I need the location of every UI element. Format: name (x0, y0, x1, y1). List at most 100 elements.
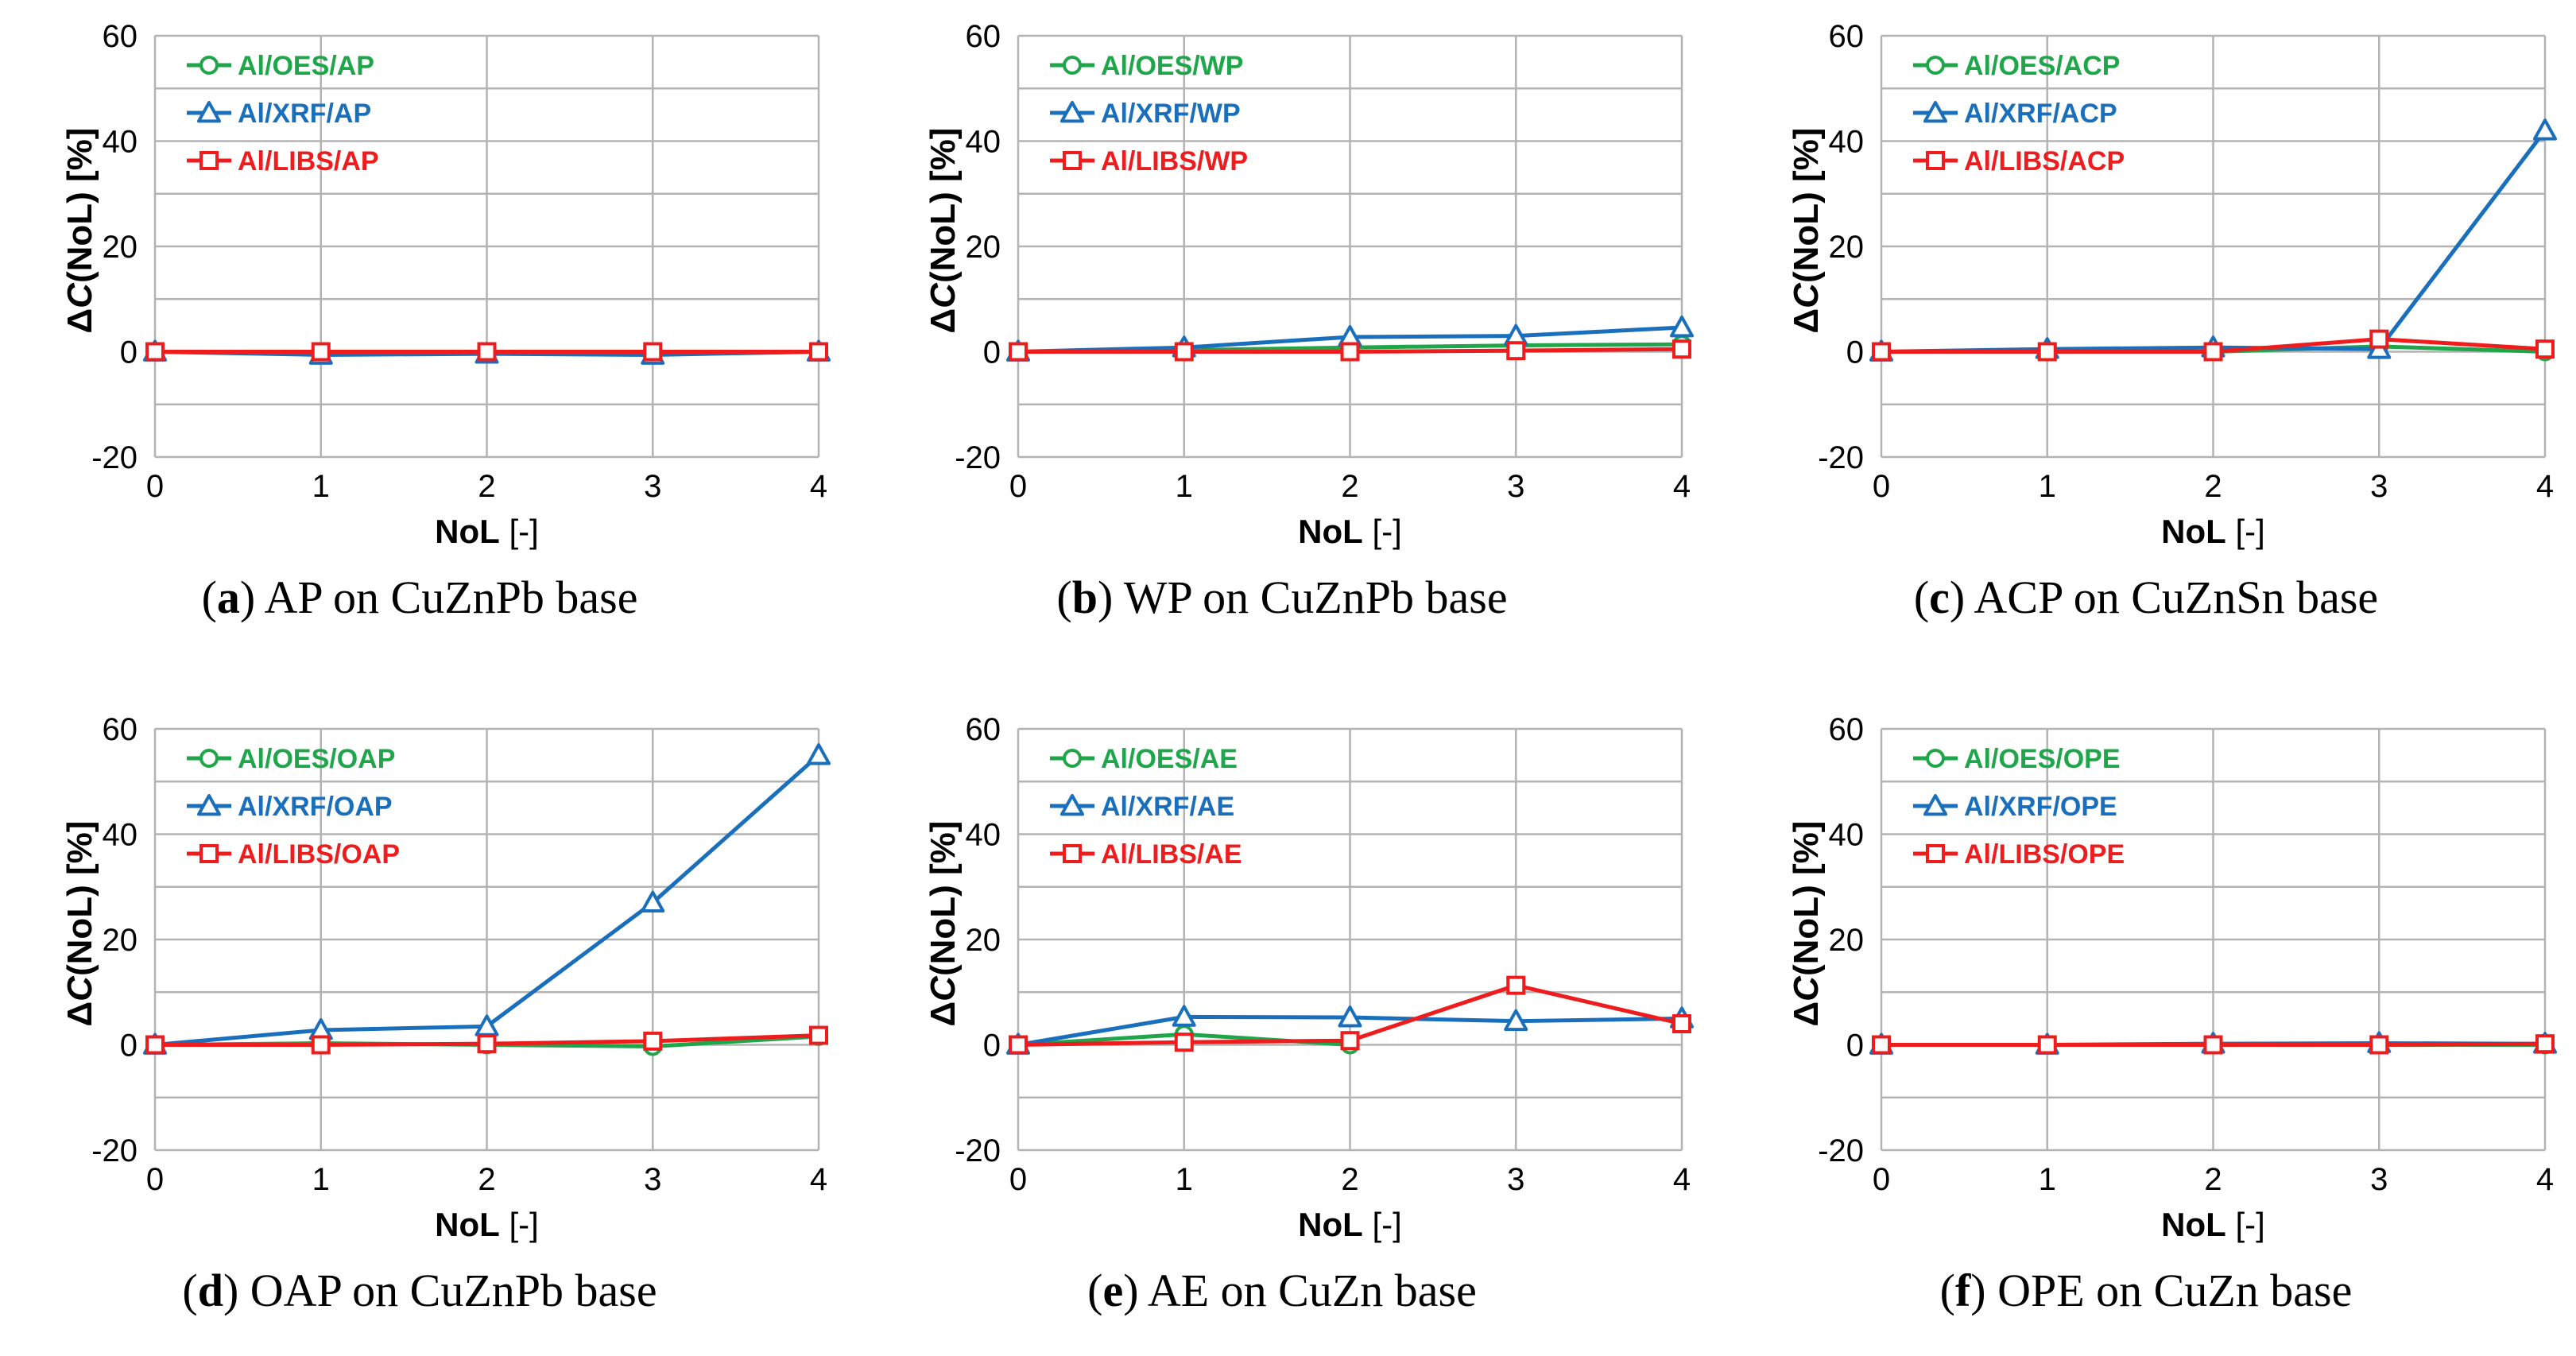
legend-label: Al/XRF/AE (1101, 792, 1234, 822)
y-tick-label: 60 (966, 19, 1001, 54)
data-point (1340, 342, 1360, 362)
y-tick-label: 20 (103, 230, 138, 265)
data-point (1009, 342, 1028, 362)
x-tick-label: 2 (1341, 469, 1358, 504)
gridlines (1017, 727, 1683, 1152)
data-point (807, 743, 831, 765)
chart-panel-f: -20 0 20 40 60 0 1 2 3 4 NoL [-] ΔC(NoL) [%] Al/OES/… (1787, 712, 2557, 1243)
legend: Al/OES/AP Al/XRF/AP Al/LIBS/AP (187, 51, 379, 176)
gridlines (1880, 34, 2547, 459)
data-point (477, 342, 497, 362)
legend-label: Al/OES/OPE (1964, 744, 2121, 774)
x-tick-label: 3 (644, 1162, 661, 1197)
legend-label: Al/OES/OAP (238, 744, 395, 774)
legend-marker (199, 844, 219, 863)
legend-label: Al/LIBS/OPE (1964, 839, 2125, 870)
x-axis-label: NoL [-] (435, 513, 539, 550)
legend: Al/OES/OAP Al/XRF/OAP Al/LIBS/OAP (187, 744, 400, 870)
data-point (1174, 342, 1194, 362)
data-point (2535, 1034, 2555, 1054)
x-tick-label: 2 (1341, 1162, 1358, 1197)
caption-f: (f) OPE on CuZn base (1939, 1265, 2353, 1316)
series-2 (145, 342, 828, 362)
x-tick-label: 3 (2370, 469, 2388, 504)
y-tick-label: -20 (91, 440, 138, 475)
caption-text: AE on CuZn base (1147, 1265, 1477, 1316)
y-tick-label: -20 (1818, 1133, 1864, 1168)
data-point (1670, 316, 1694, 338)
x-axis-label: NoL [-] (1298, 513, 1402, 550)
x-tick-label: 3 (644, 469, 661, 504)
y-axis-label: ΔC(NoL) [%] (924, 128, 963, 334)
caption-letter: e (1102, 1265, 1124, 1316)
legend-label: Al/XRF/OAP (238, 792, 393, 822)
x-tick-label: 0 (146, 1162, 164, 1197)
legend: Al/OES/WP Al/XRF/WP Al/LIBS/WP (1050, 51, 1248, 176)
caption-text: OPE on CuZn base (1997, 1265, 2353, 1316)
x-tick-label: 4 (2536, 1162, 2554, 1197)
x-axis-label: NoL [-] (2161, 1206, 2265, 1243)
legend: Al/OES/OPE Al/XRF/OPE Al/LIBS/OPE (1913, 744, 2125, 870)
legend-label: Al/LIBS/AE (1101, 839, 1242, 870)
y-tick-label: 20 (103, 923, 138, 958)
y-tick-label: 60 (1829, 712, 1865, 747)
data-point (1672, 339, 1691, 359)
legend-marker (1926, 56, 1945, 75)
data-point (1174, 1032, 1194, 1052)
caption-a: (a) AP on CuZnPb base (201, 571, 638, 623)
data-point (643, 1031, 663, 1051)
legend: Al/OES/AE Al/XRF/AE Al/LIBS/AE (1050, 744, 1242, 870)
y-tick-label: 60 (1829, 19, 1865, 54)
data-point (1504, 1009, 1528, 1032)
series-2 (1009, 339, 1691, 362)
legend-label: Al/XRF/AP (238, 99, 371, 129)
data-point (643, 342, 663, 362)
y-tick-label: 20 (1829, 923, 1865, 958)
legend-marker (1060, 101, 1084, 123)
legend-label: Al/XRF/OPE (1964, 792, 2117, 822)
y-axis-label: ΔC(NoL) [%] (924, 821, 963, 1027)
caption-b: (b) WP on CuZnPb base (1056, 571, 1508, 623)
x-axis-label: NoL [-] (435, 1206, 539, 1243)
legend-marker (1926, 749, 1945, 768)
caption-d: (d) OAP on CuZnPb base (182, 1265, 657, 1316)
legend-marker (1060, 794, 1084, 816)
legend-marker (197, 101, 221, 123)
legend-marker (1923, 101, 1947, 123)
legend-marker (199, 56, 219, 75)
x-tick-label: 2 (2204, 1162, 2222, 1197)
data-point (311, 1035, 331, 1055)
data-point (2535, 339, 2555, 359)
legend-label: Al/XRF/ACP (1964, 99, 2117, 129)
data-point (2037, 342, 2057, 362)
caption-text: OAP on CuZnPb base (250, 1265, 657, 1316)
x-axis-label: NoL [-] (1298, 1206, 1402, 1243)
y-tick-label: 40 (1829, 818, 1865, 853)
y-tick-label: 0 (983, 1029, 1001, 1063)
legend-marker (1063, 749, 1082, 768)
legend-label: Al/LIBS/WP (1101, 146, 1248, 176)
y-axis-label: ΔC(NoL) [%] (60, 128, 99, 334)
legend-marker (197, 794, 221, 816)
y-tick-label: 20 (966, 230, 1001, 265)
data-point (1009, 1035, 1028, 1055)
legend-label: Al/OES/WP (1101, 51, 1243, 81)
data-point (2203, 1035, 2223, 1055)
x-tick-label: 2 (478, 469, 495, 504)
data-point (1672, 1014, 1691, 1033)
data-point (1872, 342, 1891, 362)
caption-c: (c) ACP on CuZnSn base (1913, 571, 2379, 623)
data-point (1506, 975, 1526, 995)
caption-letter: b (1071, 571, 1098, 623)
y-tick-label: 60 (103, 712, 138, 747)
y-axis-label: ΔC(NoL) [%] (60, 821, 99, 1027)
data-point (1340, 1031, 1360, 1051)
series-2 (1872, 329, 2555, 362)
caption-letter: c (1929, 571, 1950, 623)
data-point (1338, 1005, 1362, 1028)
data-point (311, 342, 331, 362)
caption-text: AP on CuZnPb base (264, 571, 638, 623)
data-point (2369, 1035, 2389, 1055)
